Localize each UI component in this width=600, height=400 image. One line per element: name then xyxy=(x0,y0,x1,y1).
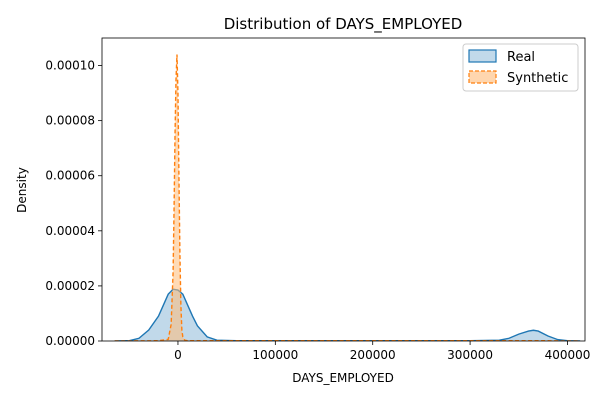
x-tick-label: 400000 xyxy=(545,348,591,362)
legend: Real Synthetic xyxy=(462,43,579,92)
density-area-real xyxy=(114,289,581,341)
y-tick-label: 0.00004 xyxy=(45,224,95,238)
legend-swatch-synthetic xyxy=(468,70,497,84)
y-tick-label: 0.00008 xyxy=(45,114,95,128)
plot-frame xyxy=(101,37,586,342)
y-tick-label: 0.00000 xyxy=(45,334,95,348)
x-tick-label: 300000 xyxy=(447,348,493,362)
legend-label-synthetic: Synthetic xyxy=(507,71,568,86)
y-axis-label: Density xyxy=(15,167,29,213)
series-layer xyxy=(114,54,581,341)
legend-label-real: Real xyxy=(507,50,535,65)
x-axis: 0 100000 200000 300000 400000 xyxy=(174,341,590,362)
y-tick-label: 0.00006 xyxy=(45,169,95,183)
y-tick-label: 0.00002 xyxy=(45,279,95,293)
y-axis: 0.00000 0.00002 0.00004 0.00006 0.00008 0.000… xyxy=(45,59,102,348)
x-tick-label: 0 xyxy=(174,348,182,362)
y-tick-label: 0.00010 xyxy=(45,59,95,73)
legend-swatch-real xyxy=(468,49,497,63)
x-tick-label: 100000 xyxy=(252,348,298,362)
chart-title: Distribution of DAYS_EMPLOYED xyxy=(224,15,463,34)
x-axis-label: DAYS_EMPLOYED xyxy=(292,371,394,385)
x-tick-label: 200000 xyxy=(350,348,396,362)
